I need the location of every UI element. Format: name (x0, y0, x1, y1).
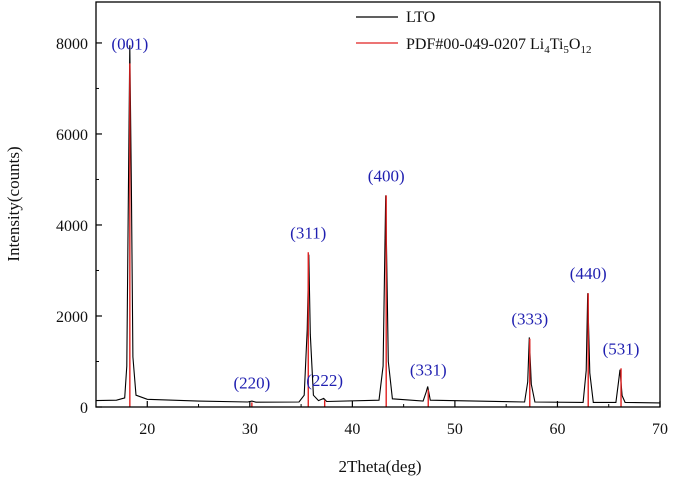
peak-label-2: (311) (290, 223, 326, 242)
peak-label-6: (333) (511, 310, 548, 329)
plot-frame (95, 1, 661, 408)
y-tick-label-2: 4000 (56, 218, 88, 235)
legend-pdf-label: PDF#00-049-0207 Li4Ti5O12 (406, 36, 591, 56)
peak-label-0: (001) (111, 34, 148, 53)
peak-label-7: (440) (570, 264, 607, 283)
y-tick-label-1: 2000 (56, 309, 88, 326)
plot-area: (001) (220) (311) (222) (400) (331) (333) (440)… (95, 34, 661, 407)
x-tick-label-4: 60 (549, 421, 565, 438)
peak-label-3: (222) (306, 371, 343, 390)
x-tick-label-0: 20 (139, 421, 155, 438)
y-tick-label-4: 8000 (56, 36, 88, 53)
x-tick-label-3: 50 (447, 421, 463, 438)
peak-label-4: (400) (368, 166, 405, 185)
x-tick-label-1: 30 (242, 421, 258, 438)
legend-lto-label: LTO (406, 9, 435, 26)
legend: LTO PDF#00-049-0207 Li4Ti5O12 (356, 9, 591, 56)
x-tick-label-2: 40 (344, 421, 360, 438)
x-axis-title: 2Theta(deg) (338, 457, 421, 476)
x-tick-label-5: 70 (652, 421, 668, 438)
peak-label-1: (220) (233, 373, 270, 392)
y-tick-label-3: 6000 (56, 127, 88, 144)
y-axis-title: Intensity(counts) (4, 146, 23, 261)
y-tick-label-0: 0 (80, 400, 88, 417)
peak-label-8: (531) (603, 339, 640, 358)
series-lto-line (95, 45, 661, 404)
axes: 20 30 40 50 60 70 0 2000 4000 6000 8000 (56, 1, 668, 438)
peak-label-5: (331) (410, 361, 447, 380)
